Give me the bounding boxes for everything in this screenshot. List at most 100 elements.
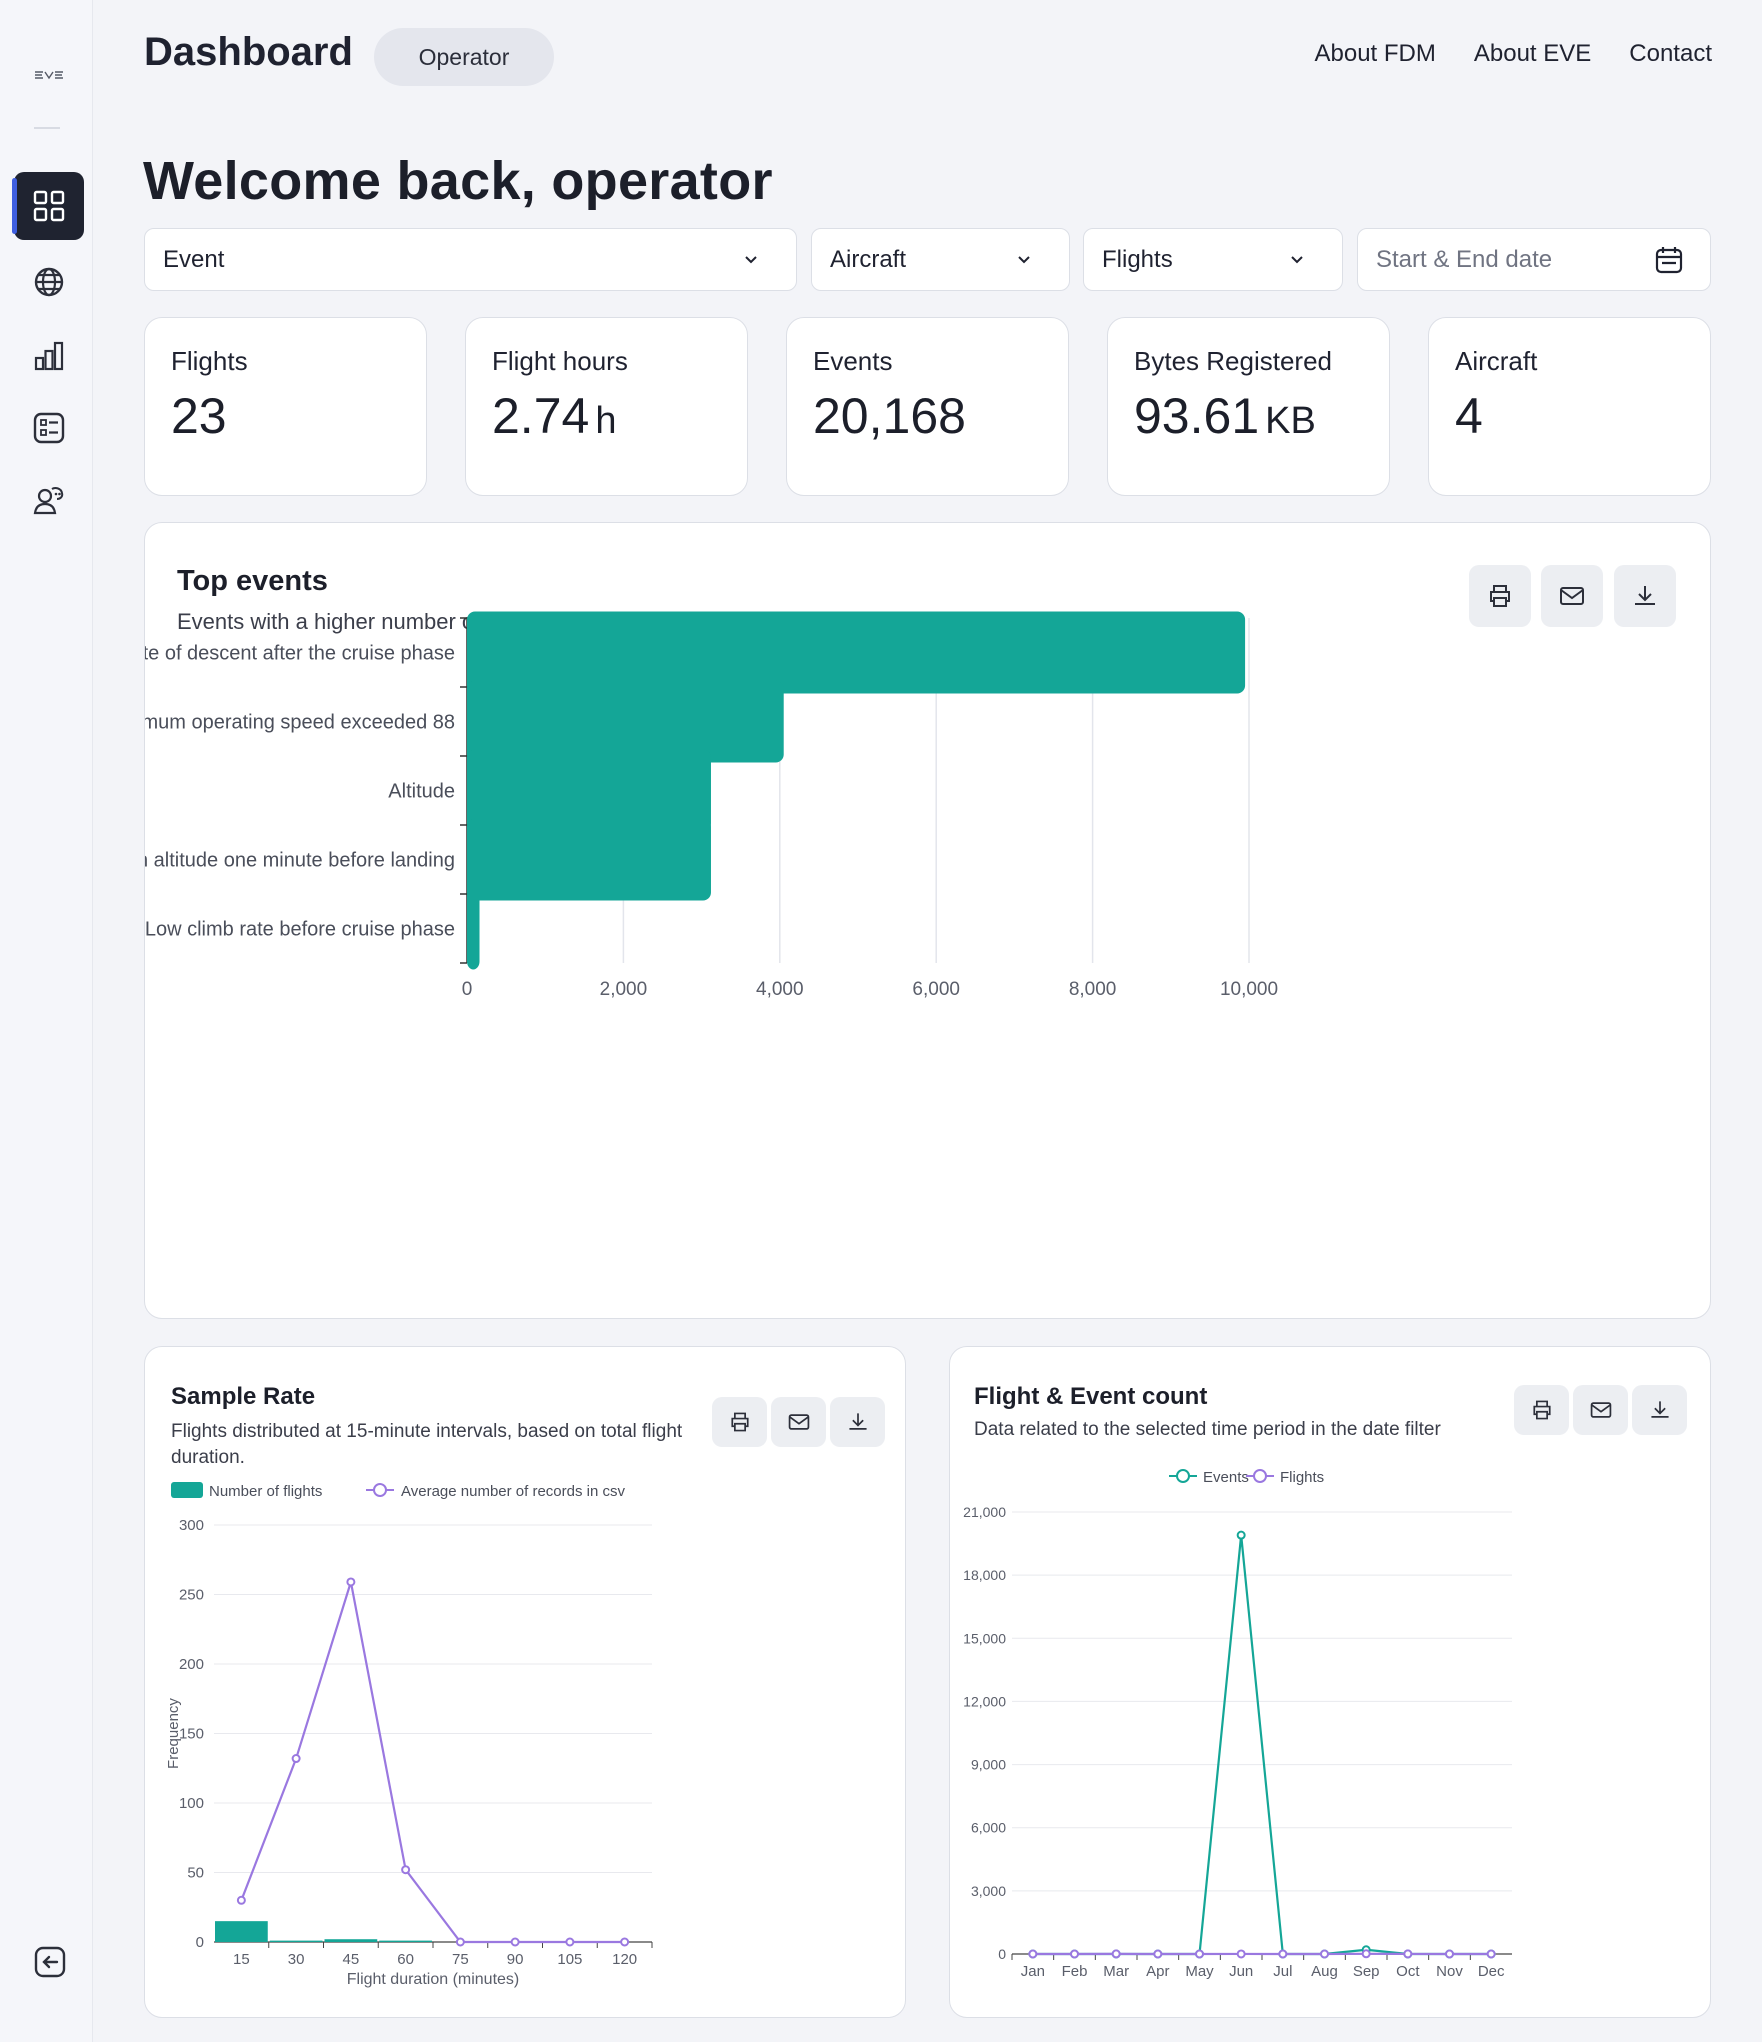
y-tick-label: 0 — [196, 1934, 204, 1951]
print-button[interactable] — [1514, 1385, 1569, 1435]
nav-link-about-fdm[interactable]: About FDM — [1314, 40, 1436, 67]
stat-card-bytes: Bytes Registered 93.61 KB — [1107, 317, 1390, 496]
download-button[interactable] — [830, 1397, 885, 1447]
logout-icon[interactable] — [30, 1942, 70, 1982]
calendar-icon[interactable] — [1652, 243, 1686, 277]
y-tick-label: 0 — [998, 1946, 1006, 1962]
category-label: Maximum operating speed exceeded 88 — [145, 712, 455, 734]
sidebar — [0, 0, 93, 2042]
stat-value: 4 — [1455, 388, 1483, 444]
x-tick-label: 15 — [233, 1951, 250, 1968]
email-button[interactable] — [1541, 565, 1603, 627]
y-axis-label: Frequency — [165, 1698, 182, 1769]
y-tick-label: 15,000 — [963, 1630, 1006, 1646]
legend-swatch-bars — [171, 1482, 203, 1498]
x-tick-label: 0 — [462, 979, 473, 1000]
x-tick-label: 60 — [397, 1951, 414, 1968]
sidebar-item-list[interactable] — [14, 394, 84, 462]
sidebar-item-analytics[interactable] — [14, 322, 84, 390]
x-tick-label: 75 — [452, 1951, 469, 1968]
stat-label: Bytes Registered — [1134, 346, 1332, 376]
sidebar-divider — [34, 127, 60, 129]
role-badge[interactable]: Operator — [374, 28, 554, 86]
x-tick-label: Aug — [1311, 1963, 1338, 1980]
y-tick-label: 6,000 — [971, 1820, 1006, 1836]
line-point — [1236, 1949, 1246, 1959]
welcome-heading: Welcome back, operator — [143, 151, 773, 211]
line-point — [510, 1937, 520, 1947]
event-filter[interactable]: Event — [144, 228, 797, 291]
legend-label: Number of flights — [209, 1483, 322, 1500]
y-tick-label: 100 — [179, 1795, 204, 1812]
x-tick-label: 30 — [288, 1951, 305, 1968]
stat-card-flights: Flights 23 — [144, 317, 427, 496]
stat-unit: h — [595, 400, 617, 442]
x-tick-label: Apr — [1146, 1963, 1169, 1980]
stat-unit: KB — [1265, 400, 1316, 442]
email-button[interactable] — [1573, 1385, 1628, 1435]
sidebar-item-support[interactable] — [14, 466, 84, 534]
bar — [467, 887, 480, 970]
panel-title: Flight & Event count — [974, 1383, 1208, 1410]
x-tick-label: 105 — [557, 1951, 582, 1968]
line-point — [236, 1895, 246, 1905]
legend-marker — [373, 1483, 387, 1497]
y-tick-label: 300 — [179, 1517, 204, 1534]
stat-label: Aircraft — [1455, 346, 1538, 376]
stat-value: 23 — [171, 388, 227, 444]
stat-value: 20,168 — [813, 388, 966, 444]
y-tick-label: 3,000 — [971, 1883, 1006, 1899]
print-button[interactable] — [712, 1397, 767, 1447]
download-icon — [1650, 1401, 1669, 1418]
line-point — [401, 1865, 411, 1875]
x-tick-label: 4,000 — [756, 979, 804, 1000]
line-point — [620, 1937, 630, 1947]
chevron-down-icon — [1018, 256, 1030, 264]
y-tick-label: 250 — [179, 1587, 204, 1604]
nav-link-contact[interactable]: Contact — [1629, 40, 1712, 67]
stat-card-events: Events 20,168 — [786, 317, 1069, 496]
stat-card-aircraft: Aircraft 4 — [1428, 317, 1711, 496]
stat-label: Flight hours — [492, 346, 628, 376]
legend-marker — [1253, 1469, 1267, 1483]
download-button[interactable] — [1632, 1385, 1687, 1435]
line-point — [346, 1577, 356, 1587]
flight-event-count-chart: Events Flights 0 3,000 6,000 9,000 12,000 15,00… — [963, 1469, 1512, 1980]
y-tick-label: 150 — [179, 1726, 204, 1743]
sidebar-item-globe[interactable] — [14, 248, 84, 316]
date-range-placeholder: Start & End date — [1376, 245, 1553, 273]
sidebar-item-dashboard[interactable] — [12, 172, 84, 240]
y-tick-label: 18,000 — [963, 1567, 1006, 1583]
aircraft-filter[interactable]: Aircraft — [811, 228, 1070, 291]
download-icon — [848, 1413, 867, 1430]
event-filter-label: Event — [163, 245, 225, 273]
line-point — [1445, 1949, 1454, 1959]
mail-icon — [1560, 587, 1584, 605]
panel-title: Top events — [177, 565, 328, 597]
x-tick-label: Oct — [1396, 1963, 1420, 1980]
bar — [324, 1939, 378, 1942]
date-range-input[interactable]: Start & End date — [1357, 228, 1711, 291]
bar-chart-icon — [34, 341, 64, 371]
y-tick-label: 9,000 — [971, 1757, 1006, 1773]
line-point — [565, 1937, 575, 1947]
stat-value: 2.74 h — [492, 388, 617, 444]
bar — [379, 1940, 432, 1942]
flights-filter[interactable]: Flights — [1083, 228, 1343, 291]
line-point — [455, 1937, 465, 1947]
globe-icon — [34, 267, 64, 297]
legend-label: Average number of records in csv — [401, 1483, 625, 1500]
x-tick-label: 120 — [612, 1951, 637, 1968]
print-button[interactable] — [1469, 565, 1531, 627]
line-point — [1236, 1530, 1246, 1540]
nav-link-about-eve[interactable]: About EVE — [1473, 40, 1592, 67]
line-point — [1153, 1949, 1163, 1959]
stat-card-flight-hours: Flight hours 2.74 h — [465, 317, 748, 496]
download-button[interactable] — [1614, 565, 1676, 627]
email-button[interactable] — [771, 1397, 826, 1447]
y-tick-label: 21,000 — [963, 1504, 1006, 1520]
y-tick-label: 50 — [187, 1865, 204, 1882]
x-tick-label: Jul — [1273, 1963, 1292, 1980]
top-nav: About FDM About EVE Contact — [1314, 40, 1712, 68]
chevron-down-icon — [745, 256, 757, 264]
